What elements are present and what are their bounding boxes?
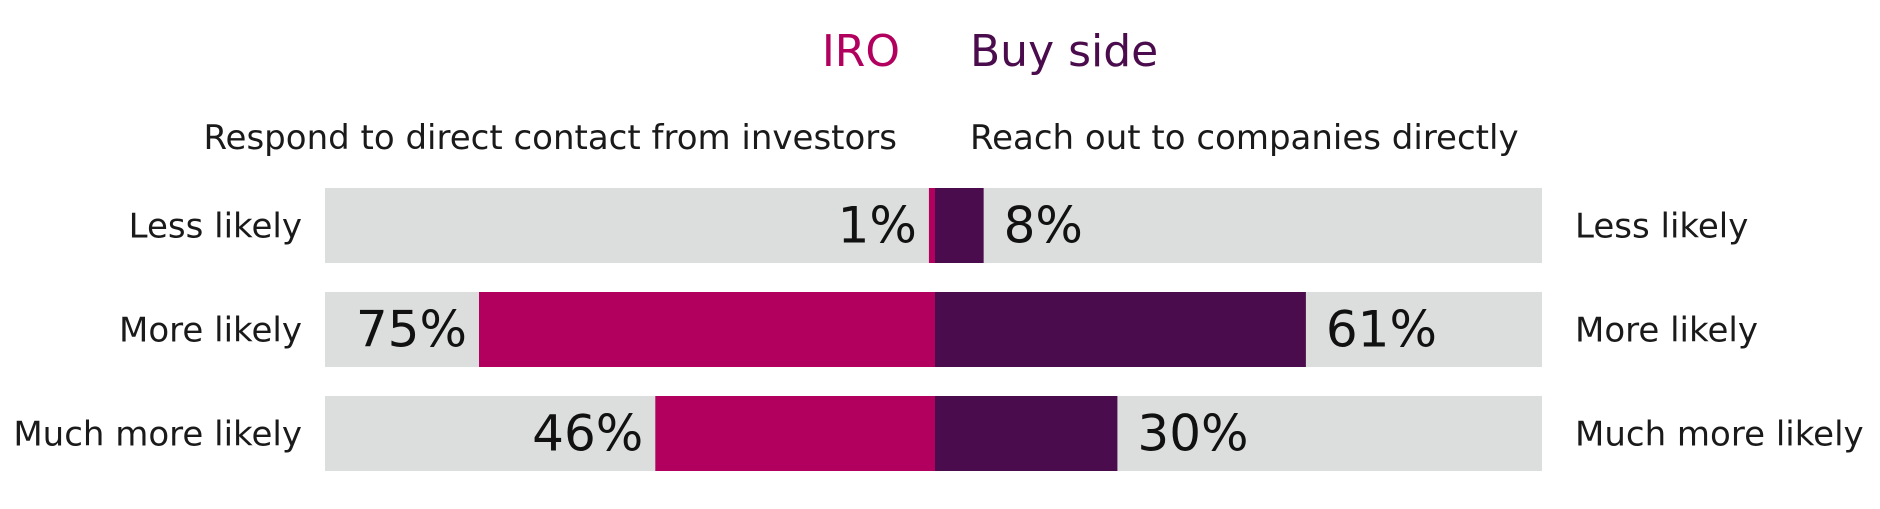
buy-side-bar [935,188,984,263]
category-label-right: Less likely [1575,207,1748,247]
buy-side-bar [935,396,1118,471]
category-label-left: Less likely [129,207,302,247]
iro-value-label: 1% [838,197,917,255]
category-label-left: Much more likely [13,415,302,455]
buy-side-value-label: 61% [1326,301,1437,359]
buy-side-value-label: 30% [1137,405,1248,463]
left-column-header: Respond to direct contact from investors [203,118,897,158]
right-column-header: Reach out to companies directly [970,118,1519,158]
chart-rows: 1% 8% Less likely Less likely 75% 61% More lik… [13,188,1864,471]
category-label-left: More likely [119,311,302,351]
iro-value-label: 46% [532,405,643,463]
iro-bar [479,292,935,367]
legend-buy-side: Buy side [970,26,1158,77]
legend-iro: IRO [822,26,900,77]
buy-side-bar [935,292,1306,367]
iro-value-label: 75% [356,301,467,359]
iro-bar [928,188,935,263]
iro-bar [655,396,935,471]
category-label-right: More likely [1575,311,1758,351]
category-label-right: Much more likely [1575,415,1864,455]
buy-side-value-label: 8% [1004,197,1083,255]
